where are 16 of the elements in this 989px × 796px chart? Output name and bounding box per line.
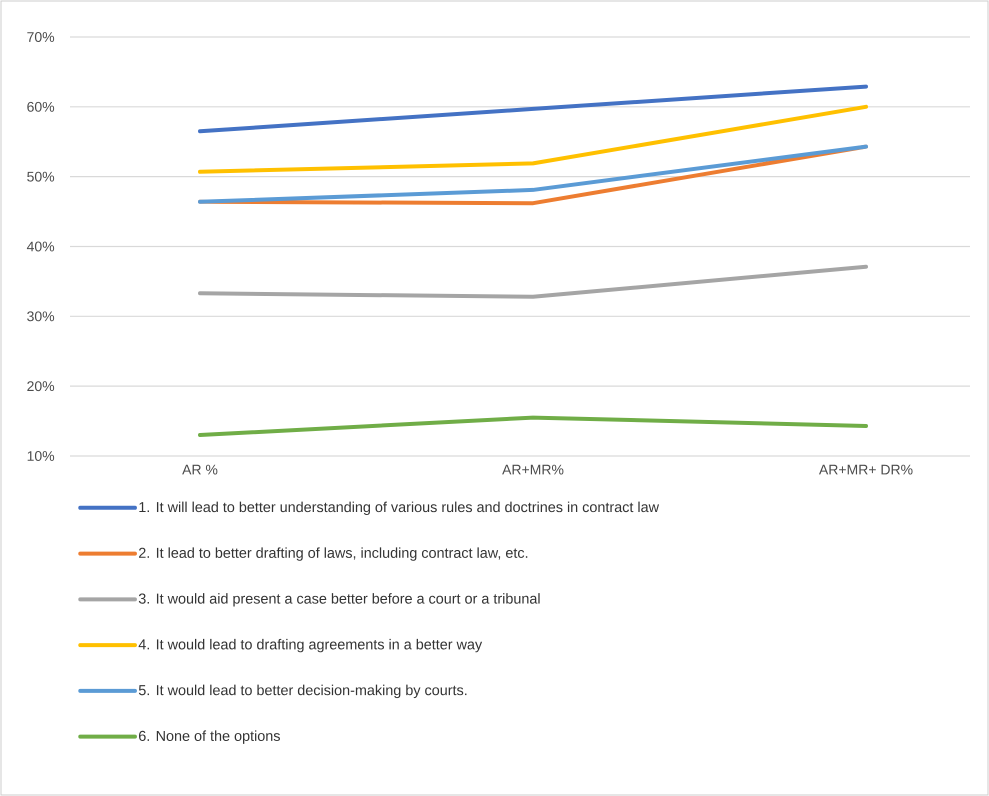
x-tick-label: AR+MR+ DR% <box>818 464 913 474</box>
y-tick-label: 50% <box>27 172 54 182</box>
legend-label: 6. None of the options <box>139 730 280 744</box>
y-tick-label: 10% <box>28 451 54 461</box>
legend-label: 3. It would aid present a case better before a court or a tribunal <box>138 593 540 607</box>
y-tick-label: 30% <box>27 311 54 322</box>
x-tick-label: AR+MR% <box>502 464 564 474</box>
legend-label: 4. It would lead to drafting agreements in a better way <box>138 638 482 652</box>
y-tick-label: 20% <box>27 381 54 392</box>
legend-label: 2. It lead to better drafting of laws, including contract law, etc. <box>139 547 528 561</box>
y-tick-label: 70% <box>27 32 54 42</box>
legend-label: 1. It will lead to better understanding of various rules and doctrines in contract law <box>139 502 660 516</box>
y-tick-label: 60% <box>27 102 54 112</box>
y-tick-label: 40% <box>26 242 54 252</box>
x-tick-label: AR % <box>182 464 218 474</box>
legend-label: 5. It would lead to better decision-making by courts. <box>138 684 466 698</box>
